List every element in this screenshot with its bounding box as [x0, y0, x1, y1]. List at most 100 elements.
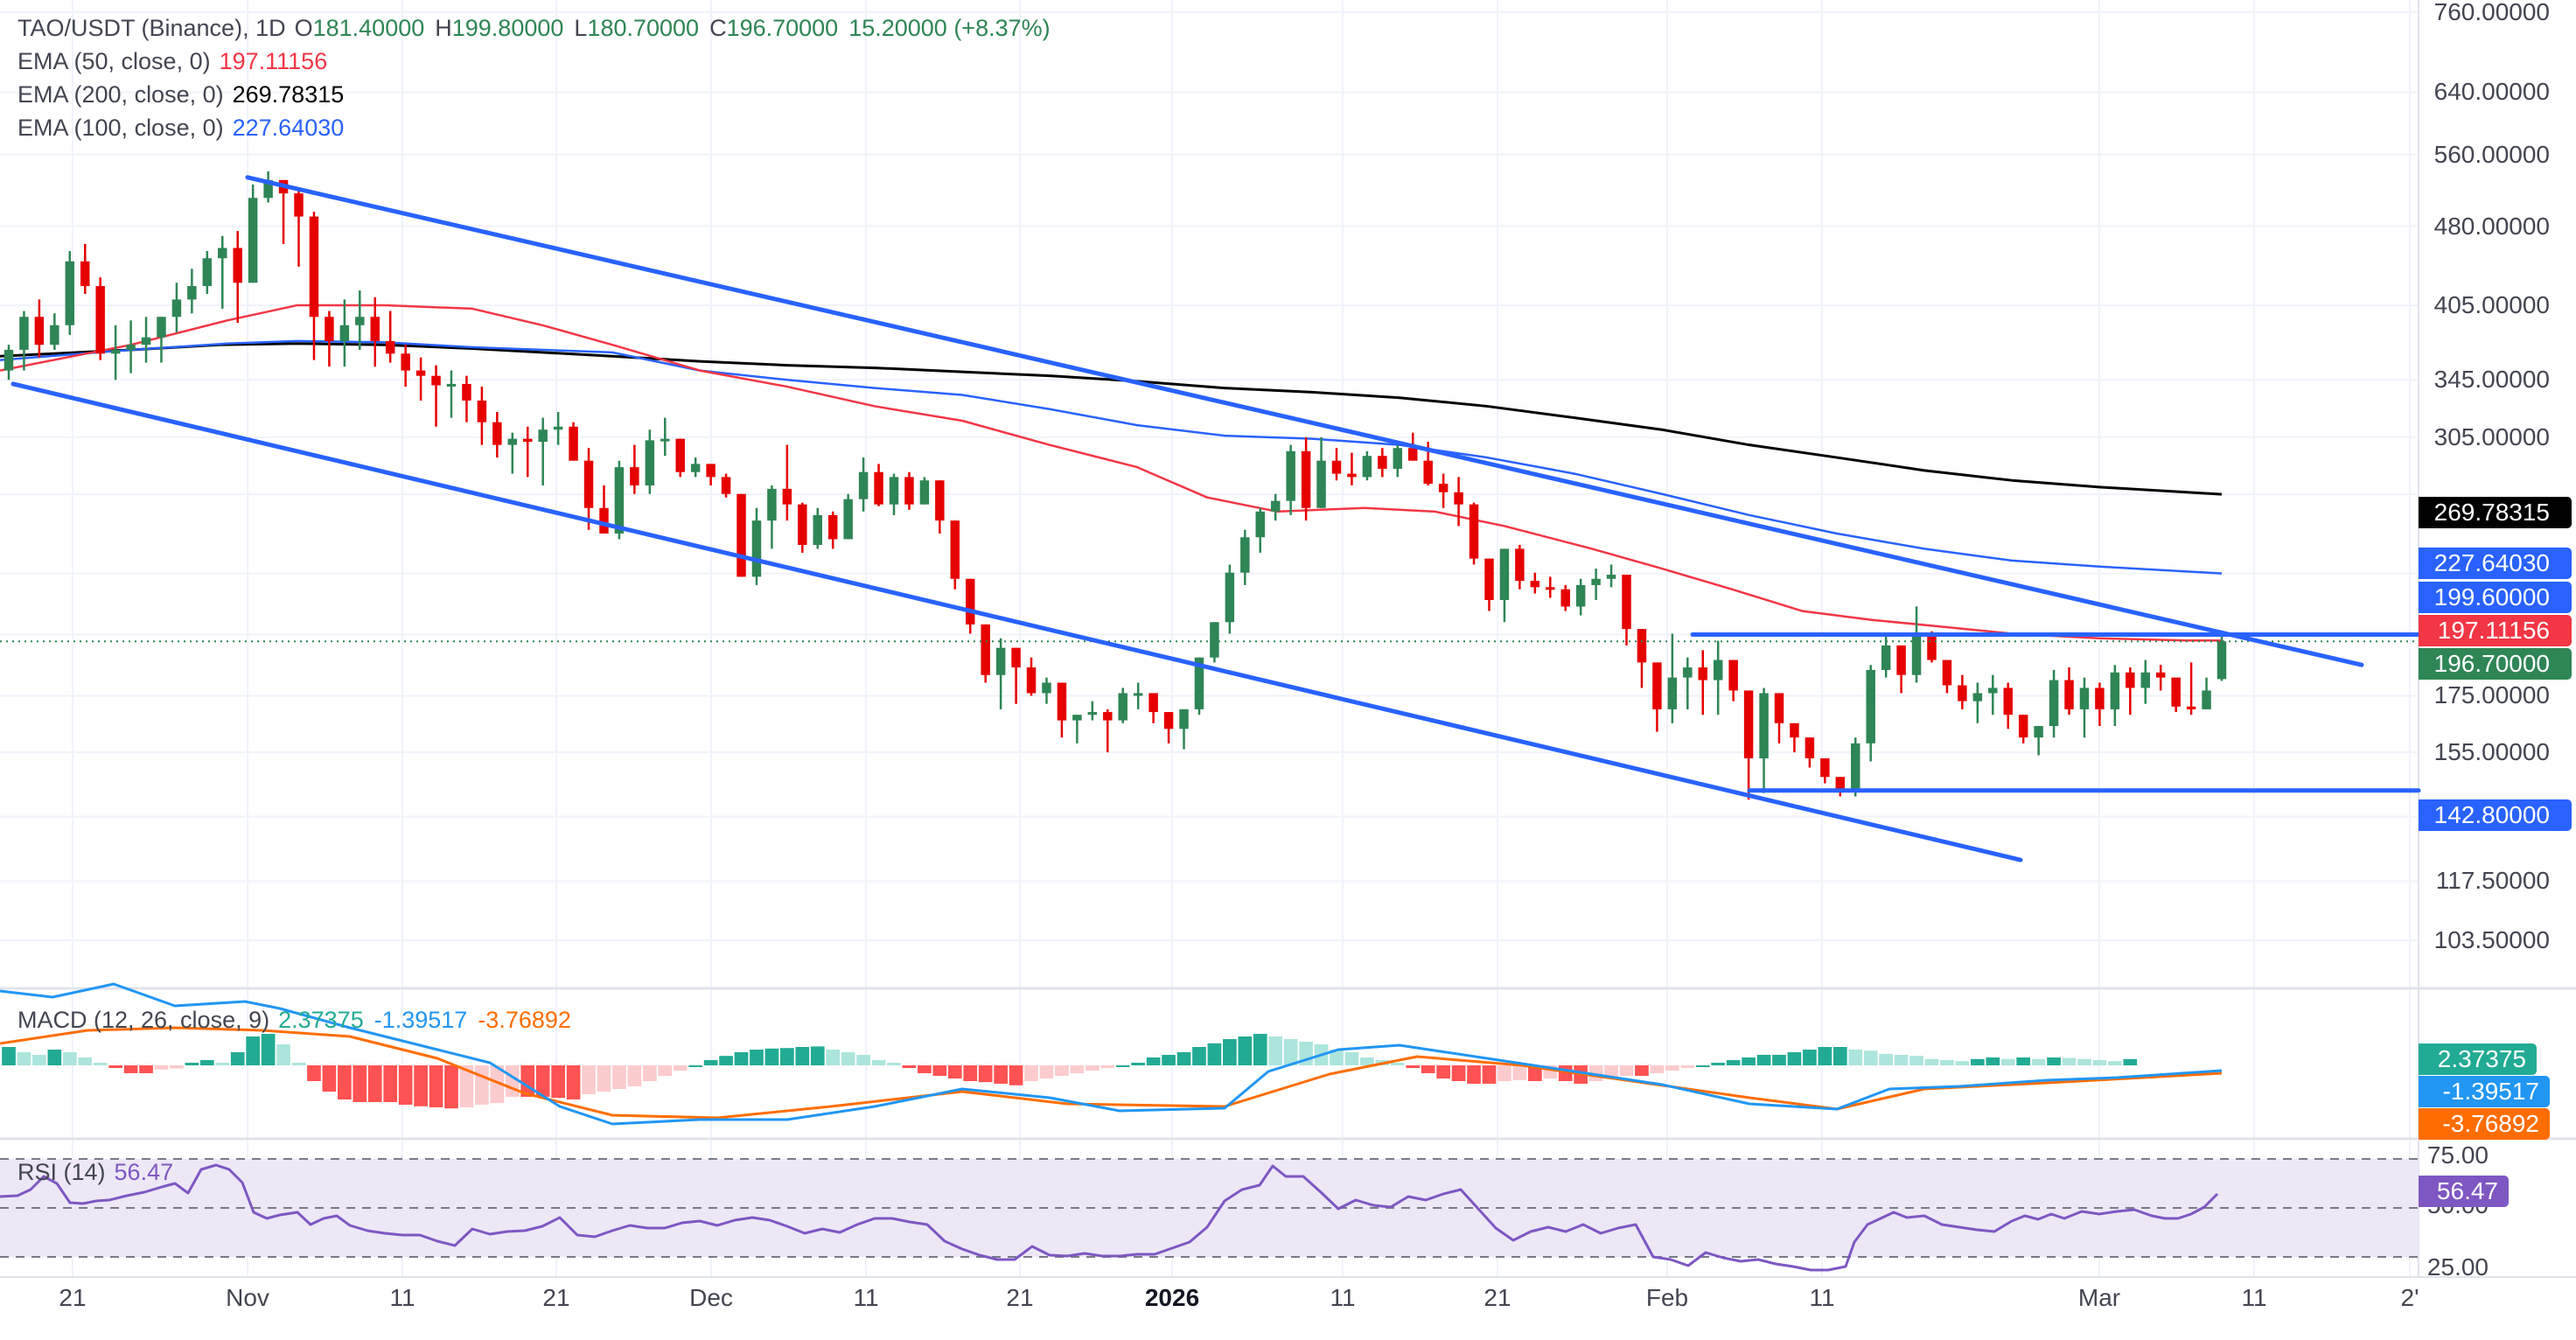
price-tick-label: 640.00000 — [2433, 78, 2550, 106]
price-tag-value: 196.70000 — [2433, 650, 2550, 677]
time-tick-label: 21 — [59, 1284, 87, 1311]
macd-histogram-bar — [1909, 1056, 1923, 1065]
candle-body — [1499, 548, 1510, 600]
time-tick-label: 11 — [1809, 1284, 1835, 1311]
price-tick-label: 175.00000 — [2433, 681, 2550, 709]
ema50-legend[interactable]: EMA (50, close, 0) 197.11156 — [17, 45, 336, 77]
macd-histogram-bar — [429, 1065, 443, 1107]
price-tag: 197.11156 — [2419, 615, 2572, 646]
macd-histogram-bar — [1619, 1065, 1634, 1076]
candle-body — [325, 317, 334, 341]
macd-histogram-bar — [1055, 1065, 1069, 1076]
candle-body — [966, 578, 975, 625]
ema200-value: 269.78315 — [232, 81, 345, 108]
candle-body — [1118, 693, 1127, 721]
macd-histogram-bar — [1848, 1050, 1863, 1065]
candle-body — [492, 422, 502, 445]
candle-body — [462, 383, 471, 401]
macd-histogram-bar — [1223, 1039, 1237, 1065]
macd-histogram-bar — [1756, 1055, 1771, 1065]
macd-histogram-bar — [1818, 1047, 1833, 1065]
candle-body — [126, 345, 136, 350]
macd-signal-value: -3.76892 — [478, 1007, 571, 1033]
macd-histogram-bar — [2062, 1057, 2077, 1065]
candle-body — [2064, 680, 2074, 709]
candle-body — [843, 499, 853, 540]
candle-body — [263, 179, 273, 199]
candle-body — [583, 460, 594, 508]
macd-histogram-bar — [123, 1065, 138, 1073]
candle-body — [767, 488, 777, 521]
candle-body — [1546, 587, 1555, 590]
low-value: 180.70000 — [587, 15, 700, 41]
macd-histogram-bar — [185, 1063, 199, 1065]
macd-histogram-bar — [1650, 1065, 1665, 1073]
candle-body — [1316, 460, 1326, 508]
ema100-legend[interactable]: EMA (100, close, 0) 227.64030 — [17, 112, 353, 143]
macd-histogram-bar — [1009, 1065, 1023, 1085]
candle-body — [569, 426, 578, 461]
candle-body — [1515, 548, 1525, 582]
macd-histogram-bar — [1527, 1065, 1542, 1081]
candle-body — [904, 477, 914, 505]
candle-body — [1423, 460, 1433, 485]
candle-body — [1728, 660, 1738, 691]
price-tick-label: 760.00000 — [2433, 0, 2550, 25]
candle-body — [171, 299, 182, 318]
candle-body — [1820, 757, 1830, 778]
macd-histogram-bar — [627, 1065, 642, 1086]
price-tag-value: 142.80000 — [2433, 801, 2550, 828]
time-tick-label: 11 — [1330, 1284, 1356, 1311]
price-tick-label: 155.00000 — [2433, 738, 2550, 766]
macd-histogram-bar — [47, 1050, 62, 1065]
macd-histogram-bar — [1940, 1060, 1954, 1065]
macd-histogram-bar — [1680, 1065, 1695, 1068]
candle-body — [80, 261, 90, 287]
candle-body — [981, 624, 990, 675]
macd-histogram-bar — [1390, 1063, 1405, 1065]
rsi-legend[interactable]: RSI (14) 56.47 — [17, 1156, 182, 1188]
macd-histogram-bar — [826, 1050, 841, 1065]
macd-histogram-bar — [1924, 1058, 1939, 1065]
macd-tag: 2.37375 — [2419, 1043, 2537, 1075]
candle-body — [690, 464, 701, 472]
candle-body — [401, 353, 410, 371]
candle-body — [339, 325, 350, 341]
candle-body — [1927, 636, 1937, 660]
time-tick-label: 11 — [853, 1284, 879, 1311]
price-tag-value: 197.11156 — [2437, 617, 2550, 644]
rsi-tag: 56.47 — [2419, 1176, 2509, 1207]
candle-body — [813, 514, 822, 545]
macd-histogram-bar — [367, 1065, 382, 1102]
macd-tag: -1.39517 — [2419, 1076, 2550, 1107]
candle-body — [2140, 672, 2150, 688]
candle-body — [1560, 589, 1570, 607]
candle-body — [1606, 575, 1616, 579]
macd-histogram-bar — [963, 1065, 978, 1081]
candle-body — [1622, 575, 1631, 630]
macd-histogram-bar — [1863, 1050, 1878, 1065]
candle-body — [1378, 456, 1387, 469]
macd-legend[interactable]: MACD (12, 26, close, 9) 2.37375 -1.39517 -3… — [17, 1004, 582, 1036]
candle-body — [1011, 647, 1021, 668]
candle-body — [1790, 722, 1799, 738]
macd-histogram-bar — [353, 1065, 367, 1102]
candle-body — [2034, 726, 2043, 738]
price-tag-value: 199.60000 — [2433, 583, 2550, 611]
symbol-title[interactable]: TAO/USDT (Binance), 1D — [17, 15, 286, 41]
candle-body — [1438, 484, 1449, 492]
macd-histogram-bar — [1162, 1055, 1176, 1065]
candle-body — [995, 647, 1006, 675]
macd-histogram-bar — [2092, 1060, 2107, 1065]
candle-body — [2155, 672, 2166, 678]
macd-histogram-bar — [1238, 1036, 1253, 1065]
candle-body — [141, 337, 151, 345]
candle-body — [1484, 558, 1494, 600]
macd-histogram-bar — [1131, 1063, 1146, 1065]
candle-body — [1026, 667, 1037, 694]
ema200-legend[interactable]: EMA (200, close, 0) 269.78315 — [17, 79, 353, 110]
candle-body — [1805, 737, 1815, 758]
candle-body — [50, 325, 59, 345]
macd-histogram-bar — [1207, 1043, 1222, 1065]
